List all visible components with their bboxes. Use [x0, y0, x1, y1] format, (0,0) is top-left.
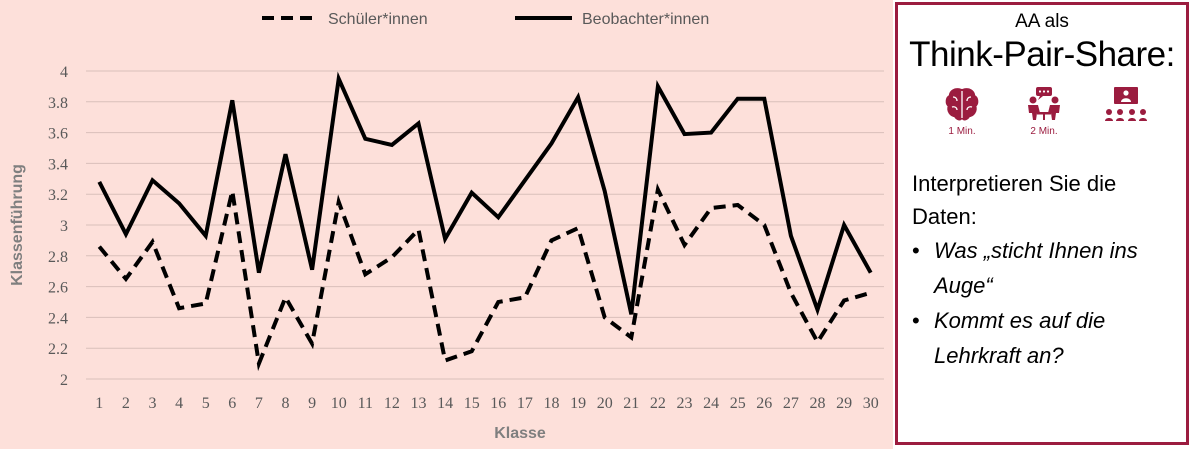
- x-tick-label: 18: [544, 395, 560, 412]
- x-tick-label: 11: [358, 395, 373, 412]
- series-line-beobachter: [97, 71, 873, 316]
- question-item: Was „sticht Ihnen ins Auge“: [912, 233, 1182, 303]
- y-tick-label: 3.2: [48, 187, 68, 204]
- y-tick-label: 2.6: [48, 280, 68, 297]
- phase-share-duration: [1094, 126, 1158, 138]
- x-tick-label: 10: [331, 395, 347, 412]
- task-intro: AA als: [1015, 11, 1069, 32]
- series-lines: [97, 71, 873, 372]
- x-tick-label: 28: [810, 395, 826, 412]
- x-tick-label: 3: [149, 395, 157, 412]
- brain-icon: [945, 88, 979, 121]
- y-tick-label: 2.8: [48, 249, 68, 266]
- x-tick-label: 7: [255, 395, 263, 412]
- y-axis-title: Klassenführung: [9, 164, 26, 286]
- series-line-schueler: [97, 183, 872, 372]
- x-tick-label: 5: [202, 395, 210, 412]
- chart-area: 2 2.2 2.4 2.6 2.8 3 3.2 3.4 3.6 3.8 4 1 2 3 4 5 6 7 8 9 10 1…: [0, 0, 893, 449]
- y-tick-label: 2.2: [48, 341, 68, 358]
- x-tick-label: 19: [570, 395, 586, 412]
- y-tick-label: 2: [60, 372, 68, 389]
- phase-pair-duration: 2 Min.: [1030, 126, 1058, 137]
- phase-pair: 2 Min.: [1012, 85, 1076, 138]
- x-tick-label: 9: [308, 395, 316, 412]
- y-tick-labels: 2 2.2 2.4 2.6 2.8 3 3.2 3.4 3.6 3.8 4: [48, 64, 68, 389]
- x-tick-label: 15: [464, 395, 480, 412]
- legend-label: Beobachter*innen: [582, 11, 709, 28]
- x-tick-label: 23: [677, 395, 693, 412]
- x-tick-label: 30: [863, 395, 879, 412]
- phase-share: [1094, 85, 1158, 138]
- x-tick-label: 22: [650, 395, 666, 412]
- x-tick-label: 20: [597, 395, 613, 412]
- y-tick-label: 3: [60, 218, 68, 235]
- x-tick-label: 2: [122, 395, 130, 412]
- question-list: Was „sticht Ihnen ins Auge“ Kommt es auf…: [912, 233, 1182, 373]
- x-tick-label: 13: [411, 395, 427, 412]
- legend-label: Schüler*innen: [328, 11, 428, 28]
- presentation-audience-icon: [1105, 87, 1147, 121]
- x-tick-label: 29: [836, 395, 852, 412]
- x-tick-label: 25: [730, 395, 746, 412]
- task-prompt: Interpretieren Sie die Daten:: [912, 171, 1117, 229]
- x-tick-label: 27: [783, 395, 799, 412]
- x-tick-label: 24: [703, 395, 719, 412]
- line-chart: 22.22.42.62.833.23.43.63.84 1 2 3 4 5 6 7 8 9 10 1…: [9, 11, 884, 442]
- y-tick-label: 2.4: [48, 310, 68, 327]
- x-tick-label: 4: [175, 395, 183, 412]
- task-box: AA als Think-Pair-Share: 1 Min.: [895, 2, 1189, 445]
- legend: Schüler*innen Beobachter*innen: [262, 11, 709, 28]
- x-tick-label: 17: [517, 395, 533, 412]
- phase-think-duration: 1 Min.: [948, 126, 976, 137]
- y-tick-label: 3.8: [48, 95, 68, 112]
- x-tick-label: 6: [228, 395, 236, 412]
- x-axis-title: Klasse: [494, 425, 546, 442]
- x-tick-label: 12: [384, 395, 400, 412]
- y-tick-label: 3.4: [48, 156, 68, 173]
- y-tick-label: 3.6: [48, 126, 68, 143]
- y-tick-label: 4: [60, 64, 68, 81]
- x-tick-label: 26: [756, 395, 772, 412]
- gridlines: [86, 70, 884, 380]
- pair-discussion-icon: [1028, 87, 1060, 120]
- x-tick-label: 1: [95, 395, 103, 412]
- task-method-title: Think-Pair-Share:: [909, 35, 1175, 74]
- x-tick-label: 16: [490, 395, 506, 412]
- phase-think: 1 Min.: [930, 85, 994, 138]
- x-tick-label: 8: [282, 395, 290, 412]
- x-tick-label: 14: [437, 395, 453, 412]
- x-tick-labels: 1 2 3 4 5 6 7 8 9 10 11 12 13 14 15 16 17 18 19 20 21 22 23 24 2…: [95, 395, 878, 412]
- x-tick-label: 21: [623, 395, 639, 412]
- question-item: Kommt es auf die Lehrkraft an?: [912, 303, 1182, 373]
